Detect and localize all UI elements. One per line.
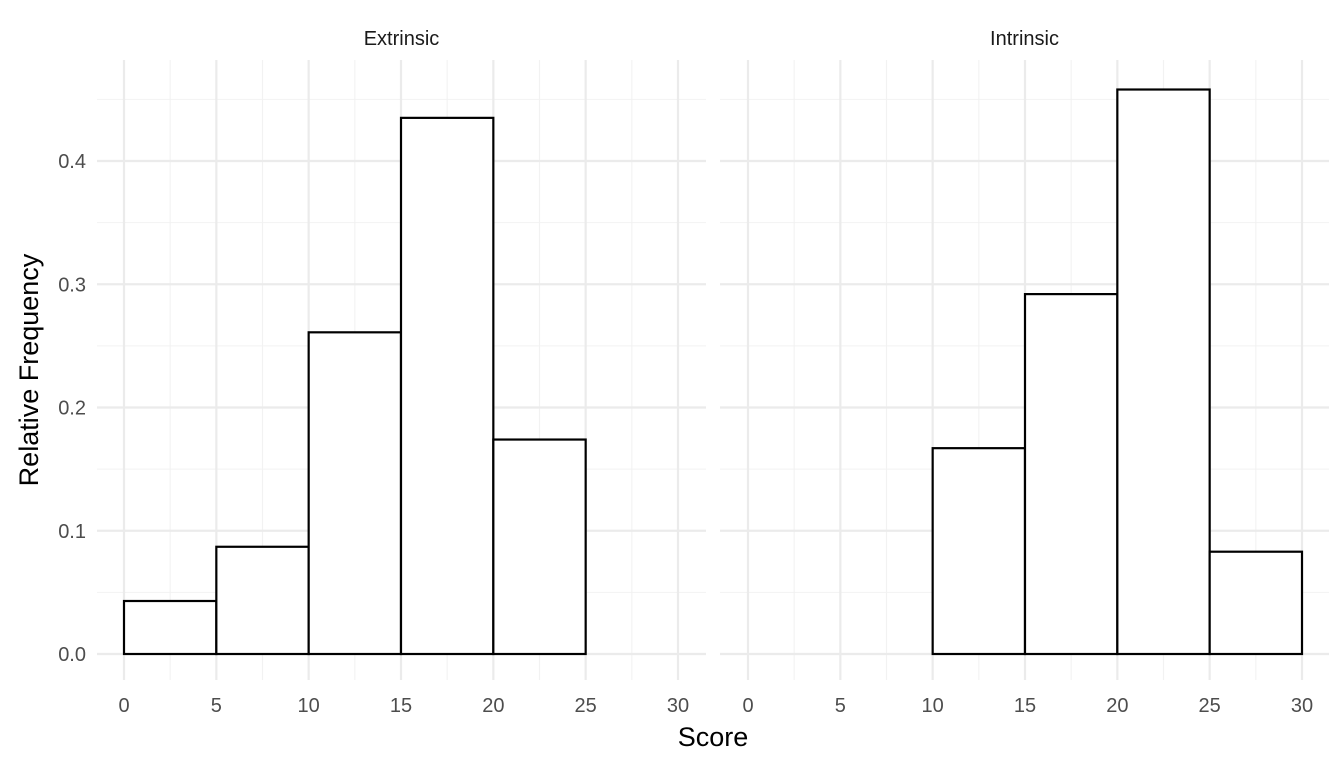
x-axis-title: Score	[678, 722, 749, 752]
x-tick-label: 15	[1014, 695, 1036, 717]
x-tick-label: 5	[211, 695, 222, 717]
facet-panel-extrinsic: Extrinsic 0 5 10 15 20 25 30 0.0 0.1 0.2 0.3 0.4	[58, 28, 706, 717]
x-tick-label: 25	[575, 695, 597, 717]
y-axis-title: Relative Frequency	[14, 253, 44, 486]
y-tick-label: 0.0	[58, 644, 86, 666]
histogram-bar	[1116, 88, 1211, 656]
histogram-bar	[1023, 293, 1119, 656]
x-tick-label: 20	[1106, 695, 1128, 717]
histogram-bar	[399, 116, 495, 656]
histogram-bar	[215, 545, 310, 656]
facet-strip-label: Intrinsic	[990, 28, 1059, 50]
x-tick-label: 20	[482, 695, 504, 717]
x-tick-label: 30	[1291, 695, 1313, 717]
histogram-bar	[1208, 550, 1304, 656]
histogram-bar	[307, 331, 403, 656]
facet-panels: Extrinsic 0 5 10 15 20 25 30 0.0 0.1 0.2 0.3 0.4 Intr…	[58, 28, 1329, 717]
facet-panel-intrinsic: Intrinsic 0 5 10 15 20 25 30	[720, 28, 1329, 717]
y-tick-label: 0.2	[58, 398, 86, 420]
histogram-bar	[122, 599, 218, 656]
x-tick-label: 30	[667, 695, 689, 717]
x-tick-label: 5	[835, 695, 846, 717]
y-tick-label: 0.1	[58, 521, 86, 543]
x-tick-label: 0	[742, 695, 753, 717]
x-tick-label: 10	[922, 695, 944, 717]
x-tick-label: 15	[390, 695, 412, 717]
histogram-bar	[492, 438, 587, 656]
x-tick-label: 10	[298, 695, 320, 717]
y-tick-label: 0.4	[58, 151, 86, 173]
facet-strip-label: Extrinsic	[364, 28, 440, 50]
x-tick-label: 0	[118, 695, 129, 717]
y-tick-label: 0.3	[58, 274, 86, 296]
histogram-bar	[931, 447, 1027, 656]
x-tick-label: 25	[1199, 695, 1221, 717]
